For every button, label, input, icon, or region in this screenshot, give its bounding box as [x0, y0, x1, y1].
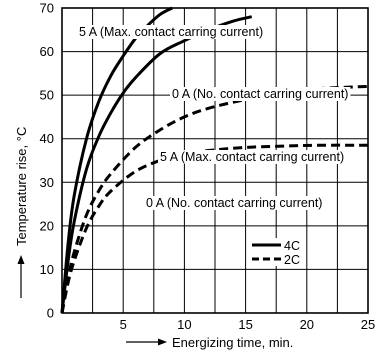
series-annotation: 0 A (No. contact carring current): [144, 196, 325, 210]
y-tick-label: 70: [40, 1, 54, 16]
series-annotation: 0 A (No. contact carring current): [170, 87, 351, 101]
x-tick-label: 15: [238, 317, 252, 332]
x-axis-label: Energizing time, min.: [172, 335, 293, 350]
y-tick-label: 20: [40, 218, 54, 233]
x-axis-arrowhead: [158, 338, 167, 346]
y-tick-label: 40: [40, 131, 54, 146]
x-tick-label: 20: [300, 317, 314, 332]
annotation-label: 0 A (No. contact carring current): [172, 87, 348, 101]
legend-label: 2C: [284, 253, 300, 267]
y-axis-arrowhead: [17, 255, 25, 264]
y-tick-label: 50: [40, 88, 54, 103]
y-axis-label-group: Temperature rise, °C: [14, 127, 29, 298]
series-annotation: 5 A (Max. contact carring current): [158, 150, 347, 164]
series-line-2: [60, 15, 253, 314]
x-tick-label: 5: [120, 317, 127, 332]
y-axis-label: Temperature rise, °C: [14, 127, 29, 246]
plot-frame: [61, 7, 369, 314]
legend-label: 4C: [284, 239, 300, 253]
annotation-label: 0 A (No. contact carring current): [146, 196, 322, 210]
y-tick-label: 10: [40, 262, 54, 277]
y-tick-label: 0: [47, 306, 54, 321]
annotation-background: [77, 25, 266, 39]
legend-item: 4C: [250, 238, 302, 253]
legend-item: 2C: [250, 252, 302, 267]
annotation-background: [158, 150, 347, 164]
annotation-label: 5 A (Max. contact carring current): [79, 25, 263, 39]
x-tick-label: 25: [361, 317, 375, 332]
annotation-label: 5 A (Max. contact carring current): [160, 150, 344, 164]
series-line-4: [60, 143, 369, 314]
series-annotation: 5 A (Max. contact carring current): [77, 25, 266, 39]
y-tick-label: 30: [40, 175, 54, 190]
series-line-1: [60, 6, 173, 314]
annotation-background: [144, 196, 325, 210]
series-annotations: 5 A (Max. contact carring current) 0 A (N…: [77, 25, 351, 210]
x-axis-label-group: Energizing time, min.: [126, 335, 293, 350]
x-tick-label: 10: [177, 317, 191, 332]
annotation-background: [170, 87, 351, 101]
tick-labels: 5 10 15 20 25 0 10 20 30 40 50 60 70: [40, 1, 376, 333]
y-tick-label: 60: [40, 44, 54, 59]
